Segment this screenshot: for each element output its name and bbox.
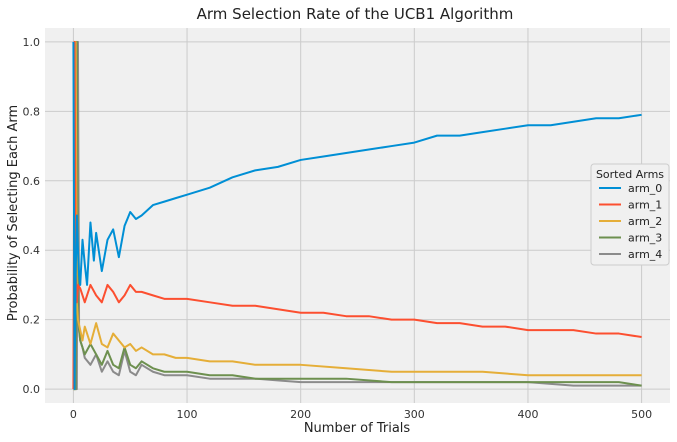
x-tick-labels: 0 100 200 300 400 500 bbox=[70, 408, 652, 421]
grid bbox=[45, 28, 670, 403]
y-tick-label: 1.0 bbox=[23, 36, 41, 49]
legend-items: arm_0 arm_1 arm_2 arm_3 arm_4 bbox=[599, 182, 662, 261]
series-line-arm-2 bbox=[73, 40, 642, 391]
x-tick-label: 500 bbox=[631, 408, 652, 421]
x-tick-label: 100 bbox=[177, 408, 198, 421]
legend-box bbox=[590, 163, 670, 266]
legend-label-arm-2: arm_2 bbox=[628, 215, 662, 228]
series-line-arm-3 bbox=[73, 40, 642, 391]
legend-title: Sorted Arms bbox=[596, 168, 664, 181]
x-axis-label: Number of Trials bbox=[304, 421, 411, 436]
y-axis-label: Probability of Selecting Each Arm bbox=[6, 105, 21, 321]
legend-label-arm-3: arm_3 bbox=[628, 232, 662, 245]
x-tick-label: 0 bbox=[70, 408, 77, 421]
legend-label-arm-1: arm_1 bbox=[628, 199, 662, 212]
x-tick-label: 400 bbox=[517, 408, 538, 421]
plot-area bbox=[45, 28, 670, 403]
y-tick-label: 0.8 bbox=[23, 105, 41, 118]
y-tick-labels: 0.0 0.2 0.4 0.6 0.8 1.0 bbox=[23, 36, 41, 396]
series-line-arm-1 bbox=[72, 40, 642, 390]
legend-label-arm-0: arm_0 bbox=[628, 182, 662, 195]
legend-label-arm-4: arm_4 bbox=[628, 248, 662, 261]
x-tick-label: 300 bbox=[404, 408, 425, 421]
series-line-arm-0 bbox=[72, 41, 642, 391]
y-tick-label: 0.0 bbox=[23, 383, 41, 396]
x-tick-label: 200 bbox=[290, 408, 311, 421]
series-layer bbox=[72, 40, 642, 391]
y-tick-label: 0.4 bbox=[23, 244, 41, 257]
y-tick-label: 0.2 bbox=[23, 314, 41, 327]
chart-title: Arm Selection Rate of the UCB1 Algorithm bbox=[197, 5, 514, 23]
y-tick-label: 0.6 bbox=[23, 175, 41, 188]
legend: Sorted Arms arm_0 arm_1 arm_2 arm_3 arm_4 bbox=[590, 163, 670, 266]
